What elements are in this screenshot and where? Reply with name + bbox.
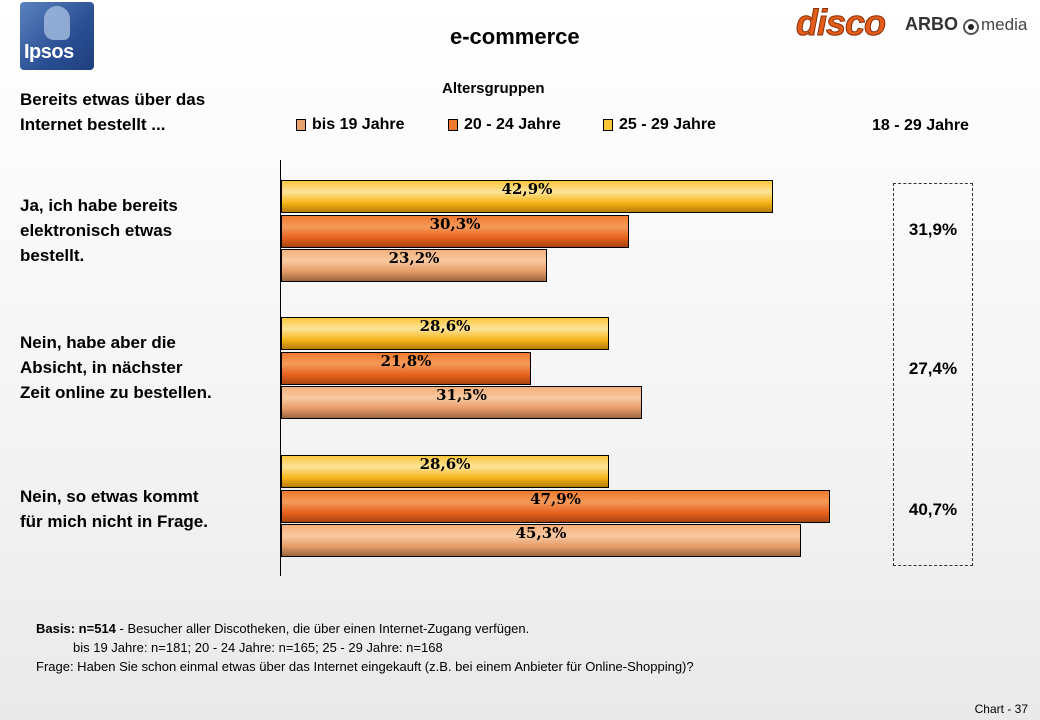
bar [281, 490, 830, 523]
question-line: Nein, habe aber die [20, 333, 176, 352]
question-line: elektronisch etwas [20, 221, 173, 240]
question-line: Ja, ich habe bereits [20, 196, 178, 215]
total-value: 27,4% [908, 359, 958, 378]
bar [281, 317, 609, 350]
question-line: bestellt. [20, 246, 85, 265]
bar-data-label: 30,3% [429, 215, 481, 233]
disco-logo: disco [790, 2, 898, 44]
ipsos-logo: Ipsos [20, 2, 94, 70]
media-logo-text: media [981, 15, 1028, 34]
chart-number: Chart - 37 [974, 702, 1028, 716]
total-value: 40,7% [908, 500, 958, 519]
bar [281, 180, 773, 213]
left-heading-line: Bereits etwas über das [20, 90, 206, 109]
question-line: Absicht, in nächster [20, 358, 183, 377]
question-label-no: Nein, so etwas kommt für mich nicht in F… [20, 484, 208, 534]
question-line: Nein, so etwas kommt [20, 487, 199, 506]
legend-title: Altersgruppen [442, 80, 545, 97]
legend-item: bis 19 Jahre [296, 116, 405, 133]
bar-data-label: 31,5% [436, 386, 487, 404]
legend-label: 25 - 29 Jahre [619, 116, 716, 133]
bar [281, 249, 547, 282]
basis-label: Basis: [36, 621, 76, 636]
basis-line: Basis: n=514 - Besucher aller Discotheke… [36, 621, 529, 636]
category-axis-line [280, 160, 281, 576]
legend-swatch [448, 119, 458, 131]
question-text: Frage: Haben Sie schon einmal etwas über… [36, 659, 694, 674]
left-heading: Bereits etwas über das Internet bestellt… [20, 87, 205, 137]
bar [281, 386, 642, 419]
question-label-intend: Nein, habe aber die Absicht, in nächster… [20, 330, 212, 405]
question-line: für mich nicht in Frage. [20, 512, 208, 531]
bar [281, 352, 531, 385]
legend-item: 25 - 29 Jahre [603, 116, 716, 133]
question-line: Zeit online zu bestellen. [20, 383, 212, 402]
bar-data-label: 21,8% [380, 352, 432, 370]
disco-logo-text: disco [795, 2, 886, 44]
bar-data-label: 28,6% [419, 455, 471, 473]
legend-label: bis 19 Jahre [312, 116, 405, 133]
legend-item: 20 - 24 Jahre [448, 116, 561, 133]
ipsos-logo-text: Ipsos [24, 41, 74, 63]
bar [281, 524, 801, 557]
page-title: e-commerce [450, 24, 580, 49]
total-value: 31,9% [908, 220, 958, 239]
bar-data-label: 23,2% [388, 249, 440, 267]
left-heading-line: Internet bestellt ... [20, 115, 166, 134]
basis-text: - Besucher aller Discotheken, die über e… [115, 621, 530, 636]
bar [281, 215, 629, 248]
legend-label: 20 - 24 Jahre [464, 116, 561, 133]
arbo-logo-text: ARBO [905, 14, 958, 34]
bar-data-label: 42,9% [501, 180, 553, 198]
legend-swatch [603, 119, 613, 131]
arbo-media-logo: ARBO media [905, 12, 1035, 38]
totals-box [893, 183, 973, 566]
question-label-yes: Ja, ich habe bereits elektronisch etwas … [20, 193, 178, 268]
arbo-dot-icon [963, 19, 979, 35]
bar-data-label: 47,9% [530, 490, 581, 508]
legend-swatch [296, 119, 306, 131]
basis-n: n=514 [78, 621, 116, 636]
bar-data-label: 28,6% [419, 317, 471, 335]
sample-sizes: bis 19 Jahre: n=181; 20 - 24 Jahre: n=16… [73, 640, 443, 655]
bar-data-label: 45,3% [515, 524, 567, 542]
bar [281, 455, 609, 488]
totals-header: 18 - 29 Jahre [872, 117, 969, 134]
